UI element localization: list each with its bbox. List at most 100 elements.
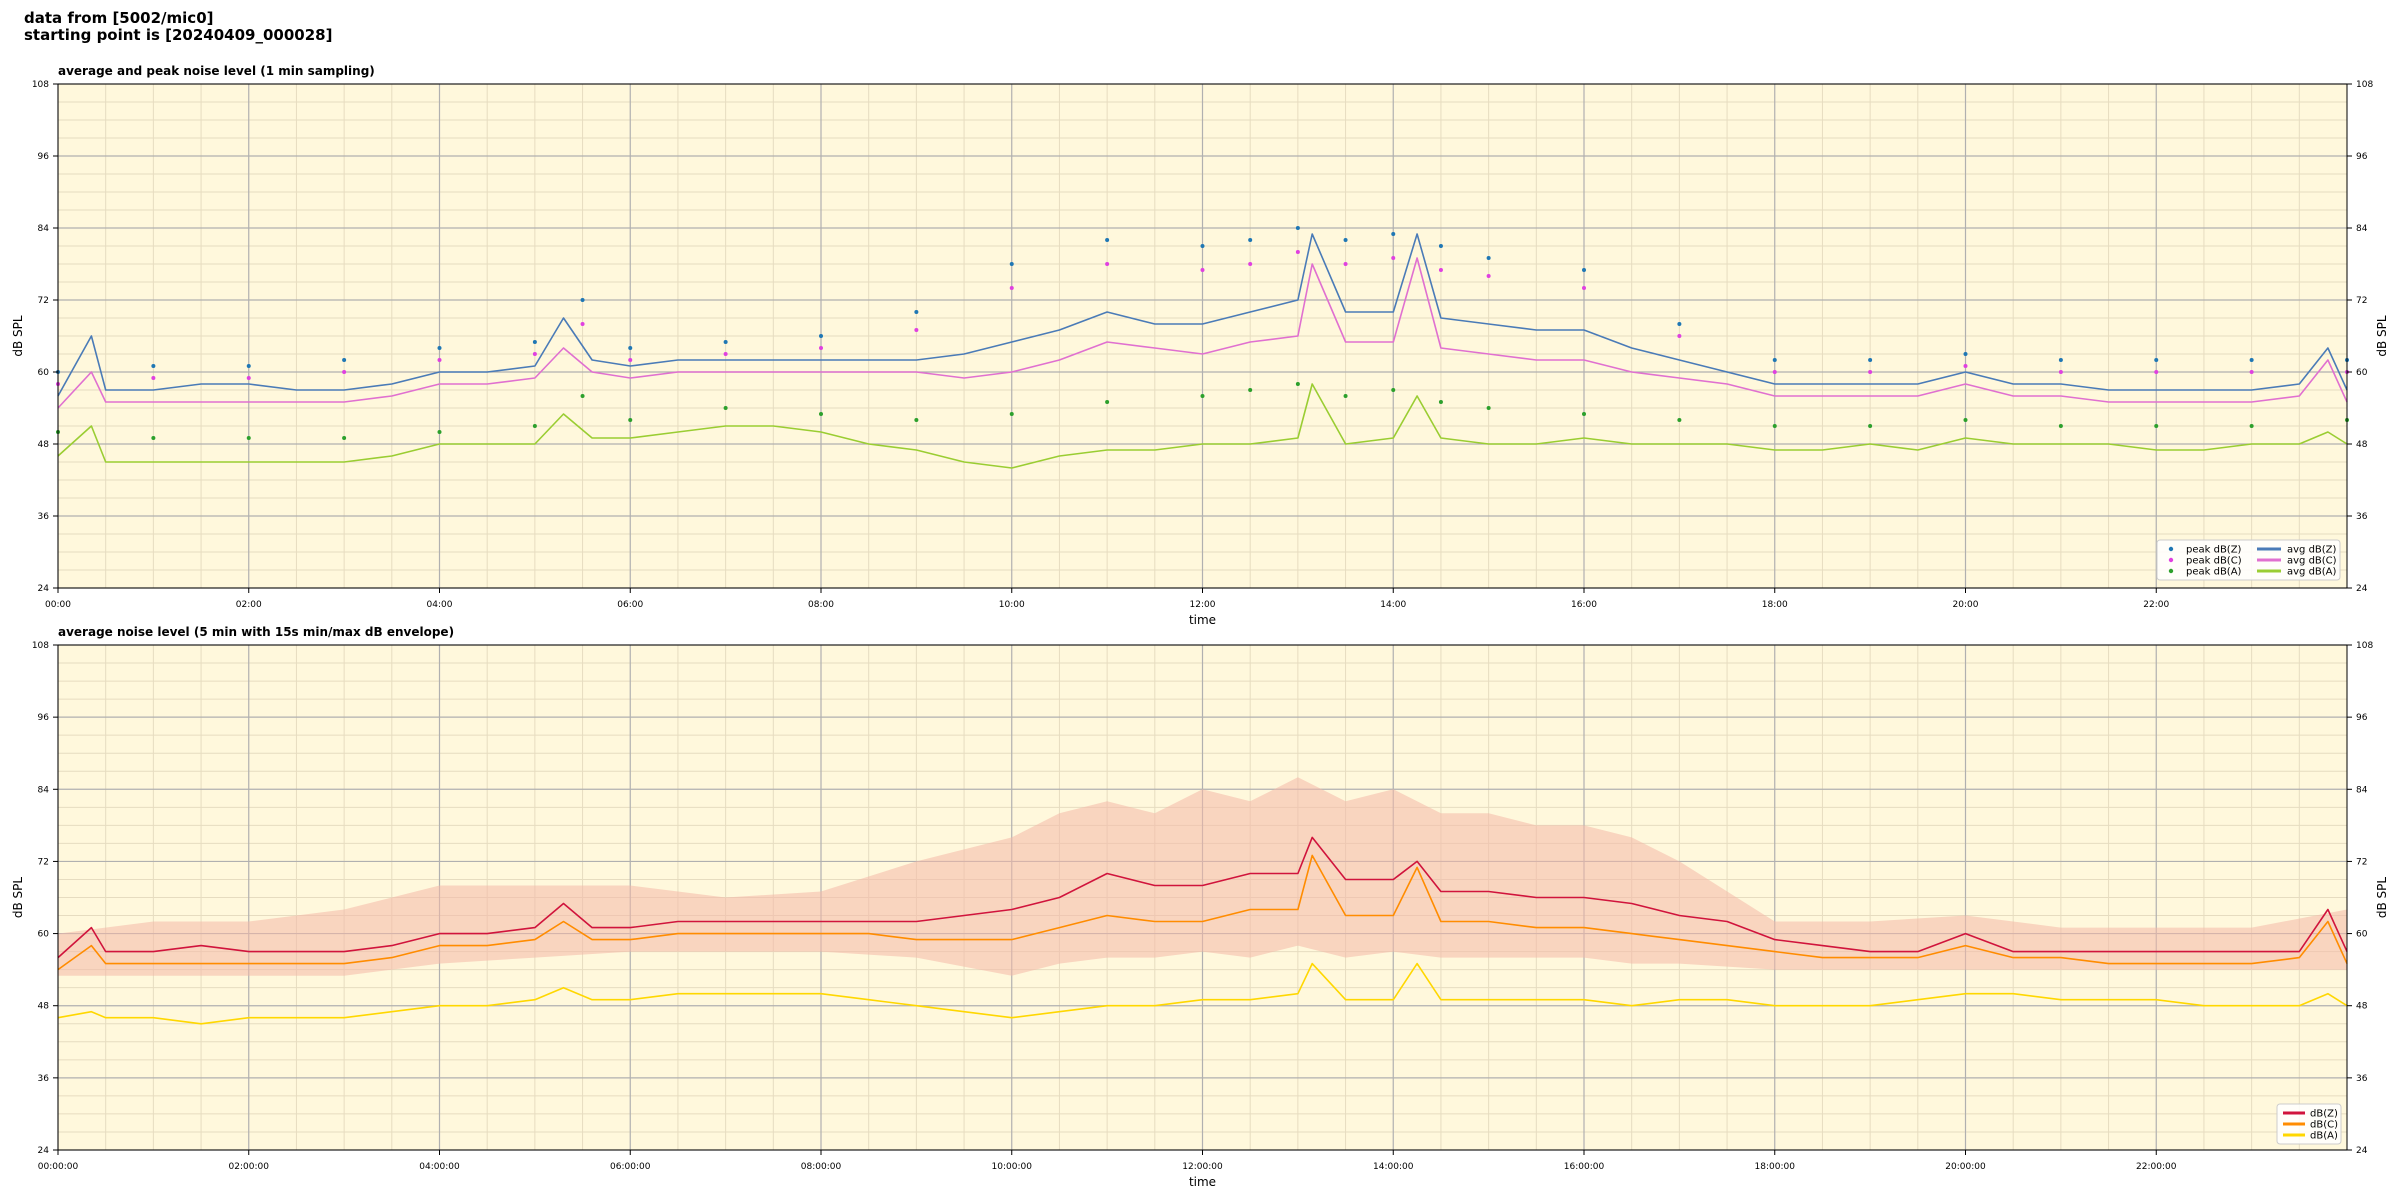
point-peak-db-a xyxy=(1391,388,1396,392)
y-tick-label-left: 96 xyxy=(38,152,50,162)
point-peak-db-c xyxy=(1963,364,1968,368)
point-peak-db-a xyxy=(628,418,633,422)
line-db-c xyxy=(57,854,2348,971)
legend-label: avg dB(Z) xyxy=(2287,545,2337,556)
y-tick-label-left: 60 xyxy=(38,368,50,378)
point-peak-db-c xyxy=(1391,256,1396,260)
point-peak-db-z xyxy=(1248,238,1253,242)
line-avg-db-a xyxy=(57,383,2348,469)
y-tick-label-right: 108 xyxy=(2356,641,2373,651)
line-db-a xyxy=(57,962,2348,1025)
x-tick-label: 18:00 xyxy=(1762,600,1788,610)
line-avg-db-z xyxy=(57,233,2348,397)
point-peak-db-a xyxy=(580,394,585,398)
panel-title: average noise level (5 min with 15s min/… xyxy=(58,625,454,639)
y-tick-label-right: 24 xyxy=(2356,1146,2368,1156)
point-peak-db-c xyxy=(1343,262,1348,266)
point-peak-db-z xyxy=(1772,358,1777,362)
panel-top-average-and-peak: 00:00 02:00 04:00 06:00 08:00 10:00 12:00 14:00… xyxy=(11,64,2389,627)
point-peak-db-a xyxy=(437,430,442,434)
y-axis-label-right: dB SPL xyxy=(2375,315,2389,357)
y-tick-label-right: 24 xyxy=(2356,584,2368,594)
y-tick-label-right: 84 xyxy=(2356,785,2368,795)
y-tick-label-left: 72 xyxy=(38,296,49,306)
point-peak-db-a xyxy=(2058,424,2063,428)
point-peak-db-z xyxy=(2058,358,2063,362)
y-tick-label-left: 84 xyxy=(38,785,50,795)
x-tick-label: 08:00:00 xyxy=(801,1162,842,1172)
point-peak-db-z xyxy=(1438,244,1443,248)
point-peak-db-a xyxy=(1868,424,1873,428)
legend-marker xyxy=(2168,557,2174,563)
point-peak-db-a xyxy=(1486,406,1491,410)
point-peak-db-a xyxy=(1248,388,1253,392)
x-tick-label: 10:00 xyxy=(999,600,1025,610)
x-tick-label: 20:00 xyxy=(1953,600,1979,610)
x-tick-label: 22:00 xyxy=(2143,600,2169,610)
point-peak-db-c xyxy=(2249,370,2254,374)
x-axis-label: time xyxy=(1189,1175,1216,1189)
point-peak-db-a xyxy=(1438,400,1443,404)
point-peak-db-c xyxy=(1868,370,1873,374)
point-peak-db-z xyxy=(819,334,823,338)
point-peak-db-c xyxy=(1677,334,1682,338)
scatter-peak-db-c xyxy=(56,250,2349,386)
point-peak-db-a xyxy=(1200,394,1205,398)
y-tick-label-right: 84 xyxy=(2356,224,2368,234)
point-peak-db-a xyxy=(1343,394,1348,398)
y-tick-label-left: 108 xyxy=(32,641,49,651)
panel-bottom-average-envelope: 00:00:00 02:00:00 04:00:00 06:00:00 08:00:00… xyxy=(11,625,2389,1189)
point-peak-db-c xyxy=(246,376,251,380)
point-peak-db-a xyxy=(2249,424,2254,428)
x-tick-label: 06:00:00 xyxy=(610,1162,651,1172)
point-peak-db-c xyxy=(2154,370,2159,374)
point-peak-db-a xyxy=(1105,400,1110,404)
point-peak-db-c xyxy=(580,322,585,326)
legend-label: peak dB(C) xyxy=(2186,556,2242,567)
y-tick-label-right: 48 xyxy=(2356,440,2368,450)
y-tick-label-left: 36 xyxy=(38,512,50,522)
point-peak-db-c xyxy=(2058,370,2063,374)
point-peak-db-a xyxy=(1009,412,1014,416)
point-peak-db-z xyxy=(1009,262,1014,266)
y-tick-label-right: 36 xyxy=(2356,512,2368,522)
point-peak-db-c xyxy=(1248,262,1253,266)
y-tick-label-right: 36 xyxy=(2356,1074,2368,1084)
point-peak-db-c xyxy=(1009,286,1014,290)
point-peak-db-a xyxy=(2154,424,2159,428)
point-peak-db-a xyxy=(819,412,823,416)
y-tick-label-left: 24 xyxy=(38,584,50,594)
point-peak-db-a xyxy=(246,436,251,440)
point-peak-db-z xyxy=(246,364,251,368)
y-tick-label-left: 108 xyxy=(32,80,49,90)
point-peak-db-z xyxy=(1343,238,1348,242)
x-tick-label: 04:00 xyxy=(427,600,453,610)
point-peak-db-c xyxy=(1772,370,1777,374)
y-tick-label-right: 72 xyxy=(2356,857,2367,867)
point-peak-db-z xyxy=(1486,256,1491,260)
x-tick-label: 08:00 xyxy=(808,600,834,610)
legend-label: peak dB(A) xyxy=(2186,567,2242,578)
legend: peak dB(Z)peak dB(C)peak dB(A) avg dB(Z) a… xyxy=(2156,539,2341,581)
point-peak-db-z xyxy=(1391,232,1396,236)
y-tick-label-right: 48 xyxy=(2356,1002,2368,1012)
line-avg-db-c xyxy=(57,257,2348,409)
header-line-2: starting point is [20240409_000028] xyxy=(24,26,333,44)
legend-label: avg dB(A) xyxy=(2287,567,2337,578)
point-peak-db-c xyxy=(342,370,347,374)
point-peak-db-z xyxy=(342,358,347,362)
y-tick-label-left: 96 xyxy=(38,713,50,723)
legend-marker xyxy=(2168,568,2174,574)
x-tick-label: 12:00:00 xyxy=(1182,1162,1223,1172)
header-line-1: data from [5002/mic0] xyxy=(24,9,214,27)
point-peak-db-c xyxy=(437,358,442,362)
legend-label: peak dB(Z) xyxy=(2186,545,2242,556)
point-peak-db-a xyxy=(1582,412,1586,416)
point-peak-db-c xyxy=(723,352,728,356)
y-tick-label-left: 24 xyxy=(38,1146,50,1156)
y-axis-label-right: dB SPL xyxy=(2375,877,2389,919)
x-tick-label: 02:00 xyxy=(236,600,262,610)
point-peak-db-z xyxy=(723,340,728,344)
y-tick-label-right: 96 xyxy=(2356,152,2368,162)
